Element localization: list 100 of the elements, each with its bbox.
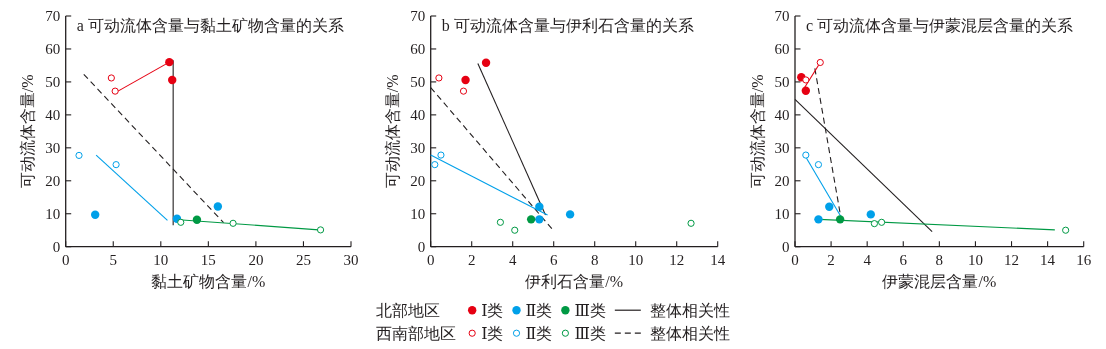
legend-label: Ⅱ类	[525, 324, 553, 342]
point	[1062, 226, 1070, 234]
x-tick-label: 4	[508, 251, 517, 268]
point	[229, 219, 237, 227]
point	[535, 215, 544, 224]
legend-label: 整体相关性	[649, 301, 730, 319]
point	[459, 87, 468, 95]
point	[878, 218, 886, 226]
x-tick-label: 12	[1004, 251, 1020, 268]
y-tick-label: 40	[774, 106, 790, 123]
point	[835, 215, 845, 224]
y-tick-label: 50	[45, 73, 61, 90]
point	[870, 220, 878, 228]
y-tick-label: 60	[410, 40, 426, 57]
point	[816, 58, 824, 67]
x-tick-label: 10	[153, 251, 169, 268]
point	[687, 219, 695, 227]
point	[112, 161, 120, 169]
point	[213, 202, 223, 211]
point	[814, 215, 823, 224]
chart-title: b 可动流体含量与伊利石含量的关系	[441, 17, 694, 34]
point	[461, 75, 470, 85]
x-axis-title: 伊利石含量/%	[525, 272, 624, 290]
y-tick-label: 30	[45, 139, 61, 156]
point	[431, 161, 439, 169]
point	[90, 210, 100, 219]
point	[535, 202, 544, 212]
x-tick-label: 30	[343, 251, 359, 268]
y-tick-label: 0	[417, 238, 426, 255]
x-tick-label: 8	[935, 251, 944, 268]
point	[177, 218, 185, 226]
point	[496, 218, 504, 226]
point	[866, 210, 875, 219]
y-axis-title: 可动流体含量/%	[748, 74, 766, 189]
y-tick-label: 30	[410, 139, 426, 156]
legend-label: Ⅰ类	[481, 324, 504, 342]
point	[435, 74, 443, 82]
y-tick-label: 60	[45, 40, 61, 57]
y-tick-label: 50	[410, 73, 426, 90]
x-tick-label: 6	[549, 251, 558, 268]
y-tick-label: 60	[774, 40, 790, 57]
y-tick-label: 10	[410, 205, 426, 222]
point	[825, 202, 834, 212]
point	[801, 86, 811, 96]
x-tick-label: 15	[200, 251, 216, 268]
x-tick-label: 10	[967, 251, 983, 268]
y-tick-label: 50	[774, 73, 790, 90]
x-tick-label: 2	[467, 251, 476, 268]
x-tick-label: 10	[628, 251, 644, 268]
x-tick-label: 2	[827, 251, 835, 268]
point	[192, 215, 202, 224]
point	[75, 151, 83, 160]
point	[111, 87, 119, 95]
x-tick-label: 20	[248, 251, 264, 268]
chart-title: c 可动流体含量与伊蒙混层含量的关系	[806, 17, 1074, 34]
point	[565, 210, 575, 219]
legend-label: Ⅰ类	[481, 301, 504, 319]
y-tick-label: 10	[45, 205, 61, 222]
y-axis-title: 可动流体含量/%	[384, 74, 402, 189]
y-tick-label: 20	[774, 172, 790, 189]
x-tick-label: 25	[295, 251, 311, 268]
legend-label: Ⅱ类	[525, 301, 553, 319]
y-tick-label: 40	[410, 106, 426, 123]
point	[437, 151, 445, 159]
legend-label: Ⅲ类	[574, 324, 606, 342]
point	[107, 74, 115, 82]
y-axis-title: 可动流体含量/%	[19, 74, 37, 189]
chart-title: a 可动流体含量与黏土矿物含量的关系	[76, 17, 344, 34]
x-tick-label: 5	[109, 251, 117, 268]
point	[165, 57, 174, 67]
point	[802, 151, 810, 159]
x-axis-title: 伊蒙混层含量/%	[882, 272, 997, 290]
y-tick-label: 0	[52, 238, 61, 255]
x-axis-title: 黏土矿物含量/%	[151, 272, 266, 290]
point	[526, 215, 536, 224]
point	[802, 76, 810, 84]
point	[481, 58, 491, 67]
x-tick-label: 12	[669, 251, 685, 268]
y-tick-label: 70	[45, 8, 61, 24]
x-tick-label: 6	[899, 251, 908, 268]
x-tick-label: 8	[590, 251, 599, 268]
legend-label: Ⅲ类	[574, 301, 606, 319]
text: 西南部地区	[376, 324, 457, 342]
y-tick-label: 70	[774, 8, 790, 24]
x-tick-label: 14	[1040, 251, 1056, 268]
legend-label: 整体相关性	[649, 324, 730, 342]
x-tick-label: 4	[863, 251, 872, 268]
x-tick-label: 16	[1076, 251, 1092, 268]
point	[316, 226, 325, 234]
y-tick-label: 30	[774, 139, 790, 156]
text: 北部地区	[376, 301, 441, 319]
x-tick-label: 14	[710, 251, 726, 268]
y-tick-label: 20	[45, 172, 61, 189]
point	[168, 75, 177, 85]
y-tick-label: 40	[45, 106, 61, 123]
point	[511, 226, 519, 234]
point	[814, 161, 823, 169]
y-tick-label: 70	[410, 8, 426, 24]
y-tick-label: 10	[774, 205, 790, 222]
y-tick-label: 20	[410, 172, 426, 189]
